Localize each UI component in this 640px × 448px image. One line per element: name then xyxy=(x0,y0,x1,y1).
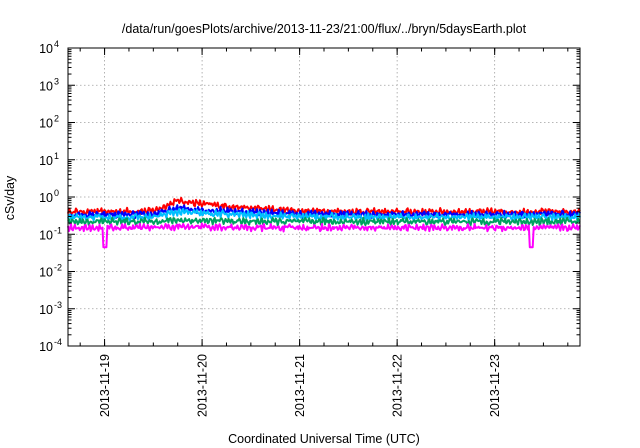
series-line xyxy=(67,216,581,227)
y-tick-base: 10 xyxy=(39,79,53,93)
y-tick-label: 10 0 xyxy=(39,188,59,205)
y-tick-exponent: -2 xyxy=(54,263,62,273)
y-tick-exponent: 4 xyxy=(54,39,59,49)
y-tick-label: 10 -3 xyxy=(39,300,62,317)
series-line xyxy=(67,222,581,249)
y-tick-label: 10 -4 xyxy=(39,337,62,354)
y-tick-base: 10 xyxy=(39,266,53,280)
y-tick-label: 10 4 xyxy=(39,39,59,56)
y-tick-exponent: -3 xyxy=(54,300,62,310)
y-tick-base: 10 xyxy=(39,228,53,242)
x-axis-label: Coordinated Universal Time (UTC) xyxy=(228,432,420,446)
x-tick-label: 2013-11-20 xyxy=(196,354,210,417)
y-tick-base: 10 xyxy=(39,191,53,205)
y-tick-label: 10 -1 xyxy=(39,225,62,242)
y-tick-base: 10 xyxy=(39,42,53,56)
x-tick-label: 2013-11-19 xyxy=(98,354,112,417)
y-tick-base: 10 xyxy=(39,154,53,168)
x-tick-label: 2013-11-23 xyxy=(488,354,502,417)
y-tick-base: 10 xyxy=(39,303,53,317)
x-tick-labels: 2013-11-19 2013-11-20 2013-11-21 2013-11-22… xyxy=(98,354,502,417)
y-tick-label: 10 1 xyxy=(39,151,59,168)
chart-title: /data/run/goesPlots/archive/2013-11-23/2… xyxy=(122,22,527,36)
y-tick-exponent: 1 xyxy=(54,151,59,161)
y-tick-base: 10 xyxy=(39,117,53,131)
grid xyxy=(68,48,580,346)
series-group xyxy=(67,196,581,249)
x-tick-label: 2013-11-22 xyxy=(391,354,405,417)
y-tick-exponent: 2 xyxy=(54,114,59,124)
y-tick-exponent: -1 xyxy=(54,225,62,235)
y-tick-base: 10 xyxy=(39,340,53,354)
y-tick-label: 10 2 xyxy=(39,114,59,131)
x-tick-label: 2013-11-21 xyxy=(293,354,307,417)
series-line xyxy=(67,196,581,217)
y-tick-exponent: 3 xyxy=(54,76,59,86)
y-tick-label: 10 3 xyxy=(39,76,59,93)
ticks xyxy=(68,47,580,347)
y-axis-label: cSv/day xyxy=(3,175,17,220)
y-tick-exponent: 0 xyxy=(54,188,59,198)
y-tick-exponent: -4 xyxy=(54,337,62,347)
y-tick-label: 10 -2 xyxy=(39,263,62,280)
